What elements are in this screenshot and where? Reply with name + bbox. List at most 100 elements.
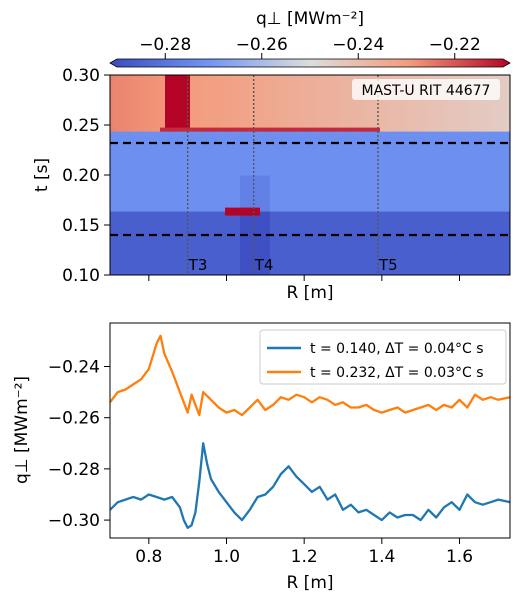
heatmap-cell (420, 75, 426, 80)
heatmap-cell (400, 167, 406, 172)
heatmap-cell (280, 251, 286, 256)
heatmap-cell (420, 191, 426, 196)
heatmap-cell (440, 151, 446, 156)
heatmap-cell (500, 99, 506, 104)
heatmap-cell (125, 219, 131, 224)
heatmap-cell (205, 243, 211, 248)
heatmap-cell (280, 243, 286, 248)
heatmap-cell (220, 183, 226, 188)
heatmap-cell (180, 99, 186, 104)
heatmap-cell (330, 175, 336, 180)
heatmap-cell (425, 119, 431, 124)
heatmap-cell (360, 123, 366, 128)
heatmap-cell (255, 103, 261, 108)
heatmap-cell (315, 195, 321, 200)
heatmap-cell (235, 251, 241, 256)
heatmap-cell (385, 159, 391, 164)
heatmap-cell (275, 219, 281, 224)
heatmap-cell (120, 259, 126, 264)
heatmap-cell (460, 223, 466, 228)
heatmap-cell (310, 75, 316, 80)
heatmap-cell (280, 247, 286, 252)
colorbar-tick-label: −0.24 (332, 35, 384, 55)
heatmap-cell (265, 195, 271, 200)
heatmap-cell (180, 263, 186, 268)
heatmap-cell (130, 199, 136, 204)
heatmap-cell (470, 211, 476, 216)
heatmap-cell (280, 235, 286, 240)
heatmap-cell (175, 143, 181, 148)
heatmap-cell (140, 191, 146, 196)
heatmap-cell (365, 271, 371, 275)
heatmap-cell (130, 203, 136, 208)
heatmap-cell (355, 183, 361, 188)
heatmap-cell (150, 187, 156, 192)
heatmap-cell (475, 207, 481, 212)
heatmap-cell (430, 207, 436, 212)
heatmap-cell (385, 259, 391, 264)
heatmap-cell (305, 255, 311, 260)
heatmap-cell (160, 171, 166, 176)
heatmap-cell (140, 87, 146, 92)
heatmap-cell (485, 119, 491, 124)
heatmap-cell (225, 119, 231, 124)
heatmap-cell (320, 211, 326, 216)
heatmap-cell (330, 143, 336, 148)
heatmap-cell (170, 207, 176, 212)
heatmap-cell (275, 207, 281, 212)
heatmap-cell (200, 83, 206, 88)
heatmap-cell (270, 203, 276, 208)
heatmap-cell (120, 91, 126, 96)
heatmap-cell (230, 155, 236, 160)
heatmap-cell (230, 187, 236, 192)
heatmap-cell (255, 143, 261, 148)
heatmap-cell (240, 143, 246, 148)
heatmap-cell (385, 111, 391, 116)
heatmap-cell (240, 151, 246, 156)
heatmap-cell (490, 191, 496, 196)
heatmap-cell (220, 175, 226, 180)
heatmap-cell (480, 251, 486, 256)
heatmap-cell (335, 143, 341, 148)
heatmap-cell (305, 219, 311, 224)
heatmap-cell (180, 155, 186, 160)
heatmap-cell (285, 219, 291, 224)
heatmap-cell (140, 223, 146, 228)
heatmap-cell (290, 183, 296, 188)
heatmap-cell (480, 139, 486, 144)
heatmap-cell (290, 175, 296, 180)
heatmap-cell (255, 263, 261, 268)
heatmap-cell (120, 235, 126, 240)
heatmap-cell (185, 107, 191, 112)
heatmap-cell (185, 195, 191, 200)
heatmap-cell (325, 235, 331, 240)
heatmap-cell (255, 175, 261, 180)
heatmap-cell (295, 191, 301, 196)
heatmap-cell (270, 103, 276, 108)
heatmap-cell (485, 259, 491, 264)
heatmap-cell (170, 123, 176, 128)
heatmap-cell (420, 159, 426, 164)
heatmap-cell (335, 107, 341, 112)
heatmap-cell (465, 231, 471, 236)
heatmap-cell (190, 83, 196, 88)
heatmap-cell (265, 155, 271, 160)
heatmap-cell (400, 187, 406, 192)
heatmap-cell (225, 115, 231, 120)
heatmap-cell (485, 199, 491, 204)
heatmap-cell (235, 231, 241, 236)
heatmap-cell (485, 111, 491, 116)
heatmap-cell (140, 239, 146, 244)
heatmap-cell (340, 203, 346, 208)
heatmap-cell (115, 243, 121, 248)
heatmap-cell (275, 251, 281, 256)
heatmap-cell (145, 263, 151, 268)
heatmap-cell (340, 187, 346, 192)
heatmap-cell (190, 183, 196, 188)
heatmap-cell (445, 163, 451, 168)
heatmap-cell (115, 175, 121, 180)
heatmap-cell (460, 263, 466, 268)
heatmap-cell (245, 87, 251, 92)
heatmap-cell (140, 243, 146, 248)
heatmap-cell (420, 175, 426, 180)
